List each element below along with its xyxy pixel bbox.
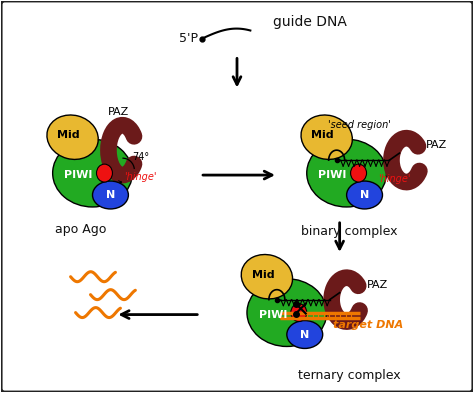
Text: Mid: Mid [57, 130, 80, 140]
Text: ternary complex: ternary complex [298, 369, 401, 382]
Text: target DNA: target DNA [333, 320, 403, 330]
Text: PIWI: PIWI [319, 170, 347, 180]
Text: 'seed region': 'seed region' [328, 120, 391, 130]
Text: binary complex: binary complex [301, 225, 398, 238]
Ellipse shape [47, 115, 98, 160]
Ellipse shape [301, 115, 352, 160]
Text: guide DNA: guide DNA [273, 15, 346, 29]
Ellipse shape [53, 139, 132, 207]
Ellipse shape [291, 304, 307, 321]
Text: Mid: Mid [252, 270, 274, 280]
Ellipse shape [241, 255, 292, 299]
Text: N: N [300, 329, 310, 340]
Text: N: N [106, 190, 115, 200]
Ellipse shape [351, 164, 366, 182]
Text: 'hinge': 'hinge' [379, 174, 411, 184]
Text: PIWI: PIWI [64, 170, 93, 180]
Ellipse shape [92, 181, 128, 209]
Ellipse shape [351, 312, 361, 320]
Ellipse shape [247, 279, 327, 347]
Text: 74°: 74° [132, 152, 149, 162]
Text: Mid: Mid [311, 130, 334, 140]
Ellipse shape [411, 173, 421, 181]
Text: PIWI: PIWI [259, 310, 287, 320]
Ellipse shape [287, 321, 323, 349]
Ellipse shape [346, 181, 383, 209]
Text: PAZ: PAZ [366, 280, 388, 290]
Text: PAZ: PAZ [426, 140, 447, 150]
Ellipse shape [353, 281, 363, 290]
Ellipse shape [307, 139, 386, 207]
Text: 'hinge': 'hinge' [124, 172, 157, 182]
Ellipse shape [116, 122, 129, 132]
Text: 5'P: 5'P [179, 32, 198, 45]
Ellipse shape [413, 142, 423, 150]
Ellipse shape [97, 164, 112, 182]
Text: apo Ago: apo Ago [55, 223, 106, 236]
Text: N: N [360, 190, 369, 200]
Text: PAZ: PAZ [108, 107, 129, 117]
